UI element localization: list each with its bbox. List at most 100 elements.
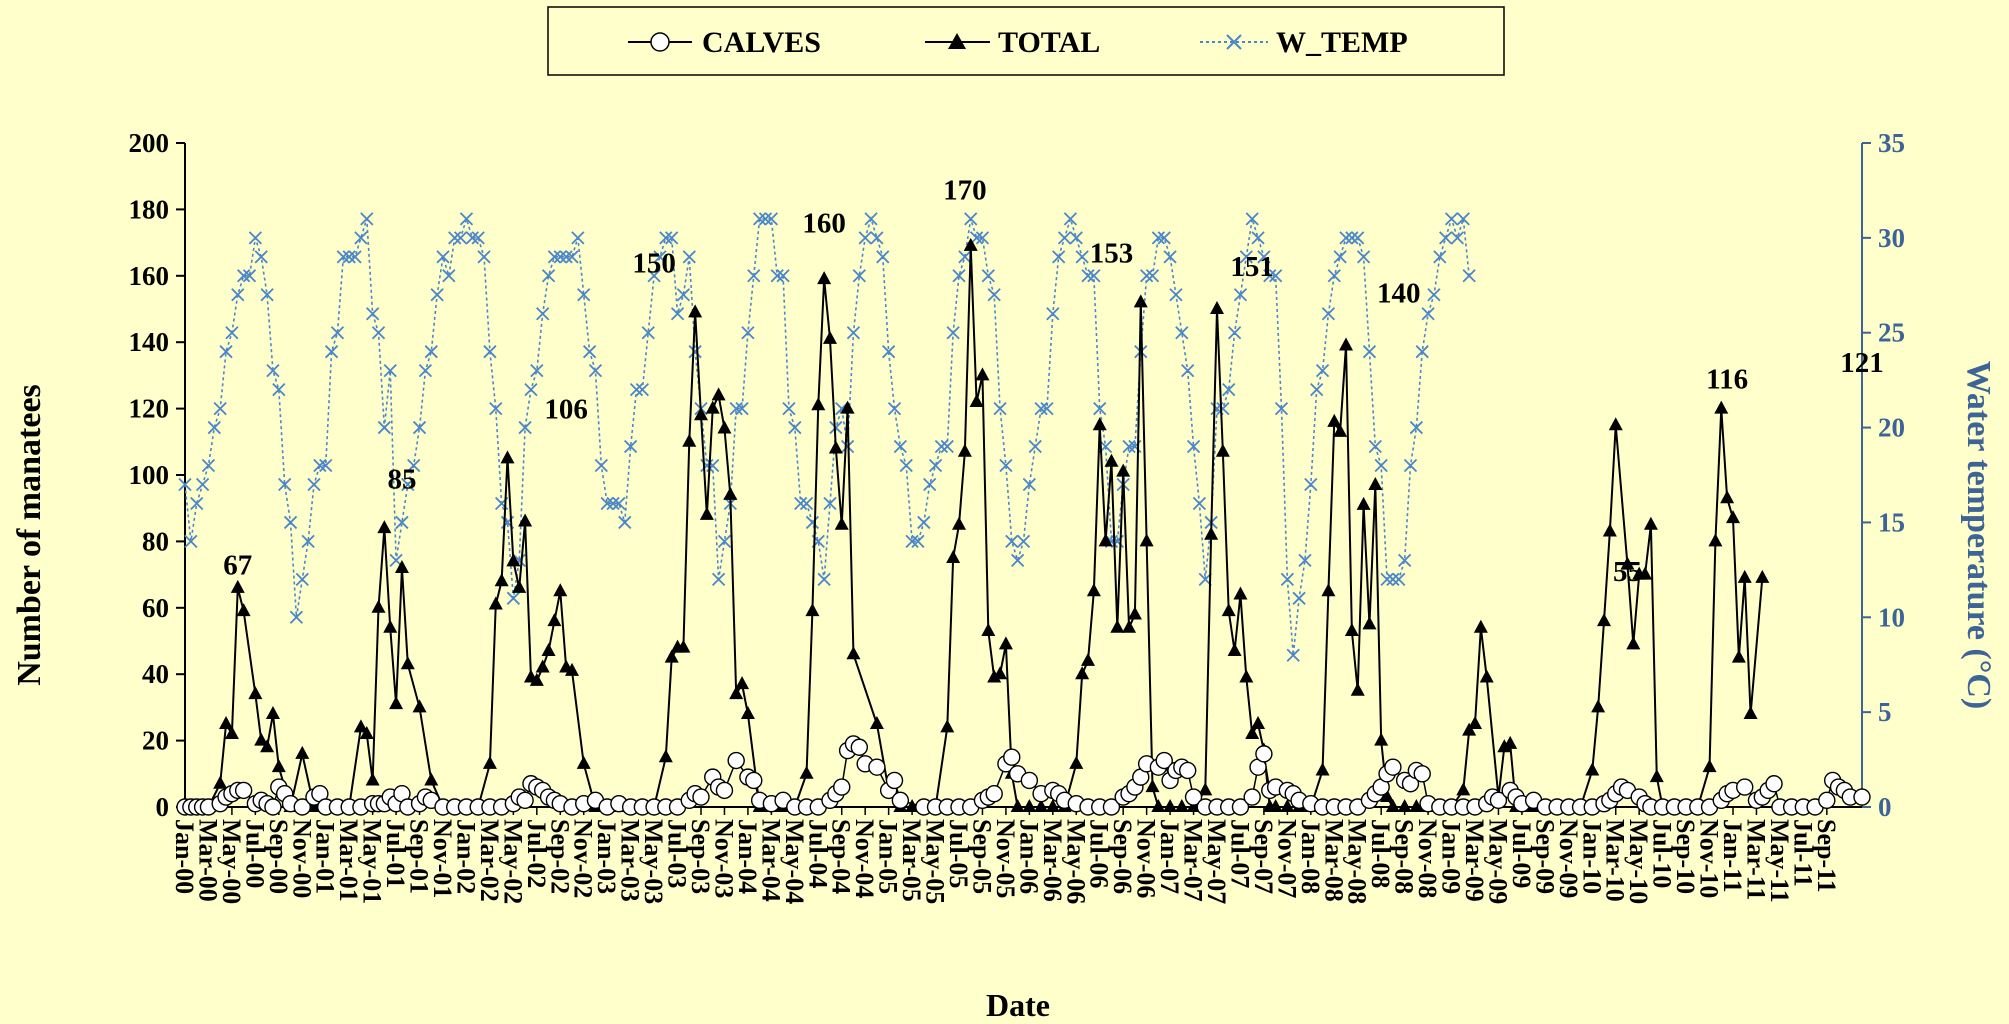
w-temp-point <box>184 534 198 549</box>
w-temp-point <box>1269 269 1283 283</box>
total-point <box>1333 423 1348 437</box>
w-temp-point <box>623 439 638 454</box>
total-point <box>500 450 515 464</box>
total-point <box>230 579 245 593</box>
w-temp-point <box>1280 572 1294 586</box>
x-tick-label: May-02 <box>498 819 527 904</box>
total-point <box>1643 516 1658 530</box>
w-temp-point <box>1163 250 1177 264</box>
w-temp-point <box>682 250 696 264</box>
w-temp-point <box>1298 553 1312 568</box>
x-tick-label: Jul-07 <box>1225 819 1254 888</box>
y2-tick-label: 15 <box>1878 507 1905 537</box>
w-temp-point <box>283 515 298 530</box>
total-point <box>383 619 398 633</box>
w-temp-point <box>401 477 415 492</box>
x-tick-label: Mar-06 <box>1038 819 1067 902</box>
w-temp-point <box>1057 231 1072 245</box>
x-tick-label: Sep-11 <box>1812 819 1841 893</box>
total-point <box>1081 652 1095 666</box>
w-temp-point <box>459 212 474 226</box>
total-point <box>1602 523 1617 537</box>
legend-box <box>547 6 1505 76</box>
total-point <box>1339 337 1353 351</box>
w-temp-point <box>905 534 919 549</box>
w-temp-point <box>195 477 210 492</box>
peak-annotation: 85 <box>387 463 416 495</box>
w-temp-point <box>752 212 767 226</box>
w-temp-point <box>594 458 608 473</box>
calves-point <box>1184 788 1203 806</box>
w-temp-point <box>1450 231 1465 245</box>
w-temp-point <box>471 231 485 245</box>
w-temp-point <box>975 231 990 245</box>
x-tick-label: Sep-04 <box>827 819 856 894</box>
w-temp-point <box>1292 591 1306 605</box>
total-point <box>535 659 550 673</box>
w-temp-point <box>1028 439 1042 454</box>
calves-point <box>293 798 311 816</box>
x-tick-label: Mar-05 <box>897 819 926 902</box>
total-point <box>1045 799 1060 812</box>
w-temp-point <box>524 382 538 397</box>
legend-w-temp-label: W_TEMP <box>1276 26 1408 59</box>
w-temp-point <box>242 269 257 283</box>
w-temp-point <box>782 401 796 416</box>
w-temp-point <box>1462 269 1476 283</box>
w-temp-point <box>635 382 650 397</box>
calves-point <box>891 791 910 810</box>
w-temp-point <box>1151 231 1165 245</box>
total-point <box>688 304 703 318</box>
total-point <box>735 676 750 690</box>
total-point <box>1233 586 1248 600</box>
w-temp-point <box>764 212 779 226</box>
calves-point <box>1736 778 1754 796</box>
calves-point <box>1853 788 1871 806</box>
w-temp-point <box>254 250 268 264</box>
x-tick-label: May-05 <box>921 819 950 904</box>
w-temp-point <box>178 477 192 492</box>
x-tick-label: Mar-00 <box>193 819 222 902</box>
w-temp-point <box>735 401 749 416</box>
calves-point <box>1178 761 1197 780</box>
w-temp-point <box>307 477 321 492</box>
y2-tick-label: 30 <box>1878 223 1905 253</box>
x-tick-label: Sep-10 <box>1671 819 1700 894</box>
w-temp-point <box>213 401 227 416</box>
x-tick-label: May-10 <box>1624 819 1653 904</box>
total-point <box>805 603 820 617</box>
total-point <box>1737 569 1752 583</box>
total-point <box>1104 453 1119 467</box>
x-tick-label: Jan-06 <box>1014 819 1043 894</box>
total-point <box>1503 735 1518 749</box>
total-point <box>1344 623 1359 637</box>
x-tick-label: Sep-02 <box>545 819 574 894</box>
total-point <box>664 649 679 663</box>
total-point <box>1708 533 1723 547</box>
total-point <box>1608 417 1623 431</box>
w-temp-point <box>881 345 896 359</box>
total-point <box>1743 706 1758 720</box>
calves-point <box>745 771 763 790</box>
w-temp-point <box>1327 269 1341 283</box>
w-temp-point <box>1368 439 1382 454</box>
x-tick-label: Jul-08 <box>1366 819 1395 888</box>
w-temp-point <box>1222 382 1236 397</box>
total-point <box>998 636 1013 650</box>
w-temp-point <box>1145 269 1160 283</box>
w-temp-point <box>987 288 1001 302</box>
w-temp-point <box>1181 364 1195 378</box>
total-point <box>1098 533 1113 547</box>
total-point <box>1133 294 1148 308</box>
total-point <box>1034 799 1049 812</box>
y-tick-label: 120 <box>129 394 170 424</box>
x-tick-label: Mar-01 <box>334 819 363 902</box>
w-temp-point <box>606 496 620 511</box>
w-temp-point <box>864 212 878 226</box>
w-temp-point <box>248 231 263 245</box>
total-point <box>1626 636 1641 650</box>
total-point <box>389 696 404 710</box>
w-temp-point <box>360 212 374 226</box>
total-point <box>1356 496 1371 510</box>
